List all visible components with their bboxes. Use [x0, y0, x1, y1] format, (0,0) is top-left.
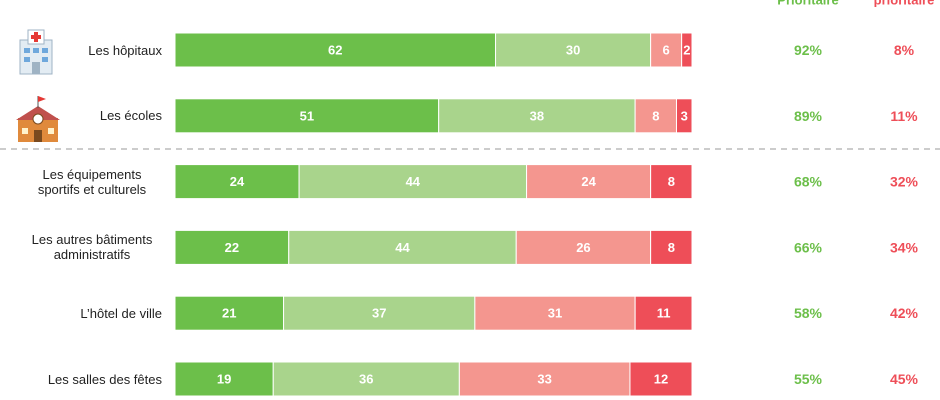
bar-segment [675, 98, 693, 134]
bar-segment [474, 295, 636, 331]
segment-label: 8 [652, 108, 659, 123]
segment-label: 2 [683, 43, 690, 58]
category-text: Les hôpitaux [88, 42, 162, 58]
total-label: 68% [794, 174, 823, 190]
segment-label: 24 [230, 174, 245, 189]
category-text: Les équipements sportifs et culturels [37, 166, 147, 197]
school-icon [16, 96, 60, 142]
bar-segment [681, 32, 693, 68]
total-label: 8% [894, 42, 915, 58]
bar-segment [650, 32, 683, 68]
category-label: Les hôpitaux [22, 30, 162, 70]
segment-label: 36 [359, 372, 373, 387]
segment-label: 51 [300, 108, 314, 123]
bar-segment [629, 361, 693, 397]
segment-label: 3 [681, 108, 688, 123]
bar-segment [634, 98, 677, 134]
bar-segment [283, 295, 476, 331]
segment-label: 6 [663, 43, 670, 58]
category-label: L’hôtel de ville [22, 293, 162, 333]
hospital-icon [19, 29, 53, 75]
bar-segment [288, 229, 517, 265]
segment-label: 38 [530, 108, 544, 123]
segment-label: 8 [668, 174, 675, 189]
category-label: Les écoles [22, 96, 162, 136]
bar-segment [438, 98, 636, 134]
category-label: Les autres bâtiments administratifs [22, 227, 162, 267]
category-text: Les écoles [99, 108, 162, 124]
segment-label: 26 [576, 240, 590, 255]
total-label: 42% [890, 305, 919, 321]
bar-segment [634, 295, 693, 331]
bar-segment [650, 164, 693, 200]
category-text: Les salles des fêtes [47, 371, 162, 387]
total-label: 58% [794, 305, 823, 321]
segment-label: 21 [222, 306, 236, 321]
segment-label: 30 [566, 43, 580, 58]
total-label: 11% [890, 108, 918, 124]
total-label: 32% [890, 174, 919, 190]
bar-segment [272, 361, 460, 397]
segment-label: 24 [581, 174, 596, 189]
segment-label: 44 [395, 240, 410, 255]
total-label: 66% [794, 239, 823, 255]
column-header: prioritaire [874, 0, 935, 8]
bar-segment [174, 229, 290, 265]
segment-label: 33 [537, 372, 551, 387]
bar-segment [174, 295, 285, 331]
segment-label: 8 [668, 240, 675, 255]
segment-label: 12 [654, 372, 668, 387]
segment-label: 62 [328, 43, 342, 58]
bar-segment [495, 32, 652, 68]
segment-label: 22 [225, 240, 239, 255]
category-label: Les équipements sportifs et culturels [22, 162, 162, 202]
bar-segment [298, 164, 528, 200]
total-label: 89% [794, 108, 823, 124]
category-text: L’hôtel de ville [80, 305, 162, 321]
segment-label: 44 [406, 174, 421, 189]
category-text: Les autres bâtiments administratifs [31, 232, 153, 263]
bar-segment [650, 229, 693, 265]
total-label: 45% [890, 371, 919, 387]
segment-label: 31 [548, 306, 562, 321]
column-header: Prioritaire [777, 0, 838, 8]
segment-label: 37 [372, 306, 386, 321]
total-label: 34% [890, 239, 919, 255]
segment-label: 19 [217, 372, 231, 387]
total-label: 55% [794, 371, 823, 387]
segment-label: 11 [657, 306, 671, 321]
total-label: 92% [794, 42, 823, 58]
bar-segment [174, 32, 497, 68]
bar-segment [515, 229, 652, 265]
bar-segment [526, 164, 652, 200]
category-label: Les salles des fêtes [22, 359, 162, 399]
